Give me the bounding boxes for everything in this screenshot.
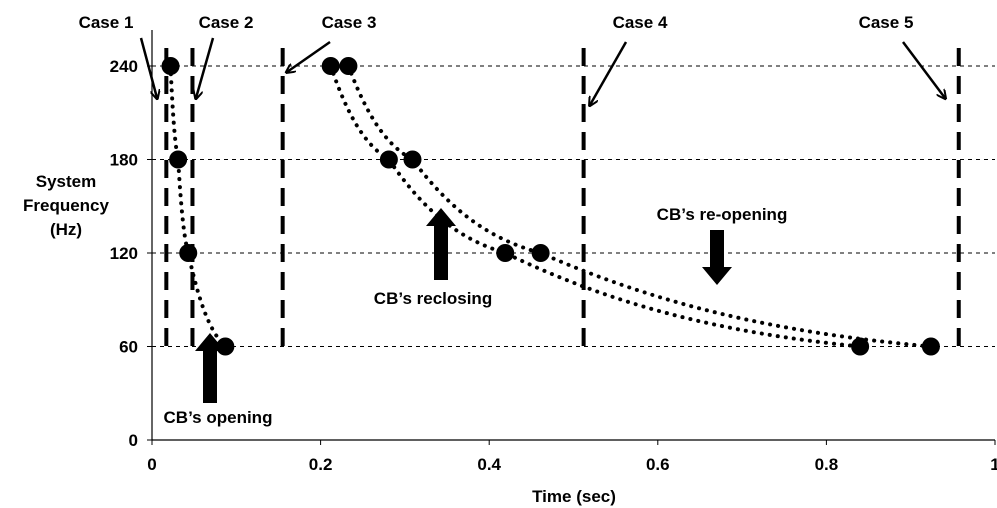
case-label: Case 4 bbox=[613, 13, 668, 32]
y-tick-label: 240 bbox=[110, 57, 138, 76]
case-label: Case 2 bbox=[199, 13, 254, 32]
series-line bbox=[168, 64, 228, 349]
case-arrow bbox=[902, 41, 945, 98]
case-label: Case 3 bbox=[322, 13, 377, 32]
data-point bbox=[379, 150, 398, 169]
x-tick-label: 0 bbox=[147, 455, 156, 474]
opening-arrow bbox=[195, 333, 225, 403]
labels: 0 60 120 180 240 0 0.2 0.4 0.6 0.8 1 Time (sec) Syst… bbox=[23, 13, 997, 506]
case-arrow bbox=[287, 40, 331, 72]
x-tick-label: 1 bbox=[990, 455, 997, 474]
annotation-label: CB’s reclosing bbox=[374, 289, 492, 308]
data-point bbox=[179, 244, 198, 262]
y-axis-title-line: (Hz) bbox=[50, 220, 82, 239]
case-label: Case 1 bbox=[79, 13, 134, 32]
case-label: Case 5 bbox=[859, 13, 914, 32]
axes bbox=[147, 30, 996, 445]
case-arrow bbox=[590, 41, 628, 105]
x-axis-title: Time (sec) bbox=[532, 487, 616, 506]
reopening-arrow bbox=[702, 230, 732, 285]
data-point bbox=[403, 150, 422, 169]
annotations bbox=[195, 208, 732, 403]
x-tick-label: 0.8 bbox=[815, 455, 839, 474]
y-tick-label: 180 bbox=[110, 151, 138, 170]
case-arrow bbox=[139, 37, 157, 98]
series-line bbox=[328, 64, 863, 349]
case-arrow bbox=[196, 37, 215, 98]
case-lines bbox=[139, 37, 961, 352]
data-point bbox=[531, 244, 550, 262]
y-tick-label: 0 bbox=[129, 431, 138, 450]
data-point bbox=[321, 57, 340, 75]
grid bbox=[152, 65, 995, 347]
data-point bbox=[339, 57, 358, 75]
y-axis-title-line: Frequency bbox=[23, 196, 110, 215]
data-point bbox=[496, 244, 515, 262]
y-axis-title-line: System bbox=[36, 172, 96, 191]
data-point bbox=[851, 337, 870, 356]
series-line bbox=[346, 64, 933, 349]
y-tick-label: 120 bbox=[110, 244, 138, 263]
x-tick-label: 0.6 bbox=[646, 455, 670, 474]
data-point bbox=[169, 150, 188, 169]
series bbox=[161, 57, 940, 356]
data-point bbox=[161, 57, 180, 75]
annotation-label: CB’s re-opening bbox=[657, 205, 788, 224]
y-tick-label: 60 bbox=[119, 338, 138, 357]
x-tick-label: 0.2 bbox=[309, 455, 333, 474]
x-tick-label: 0.4 bbox=[477, 455, 501, 474]
reclosing-arrow bbox=[426, 208, 456, 280]
data-point bbox=[921, 337, 940, 356]
annotation-label: CB’s opening bbox=[164, 408, 273, 427]
